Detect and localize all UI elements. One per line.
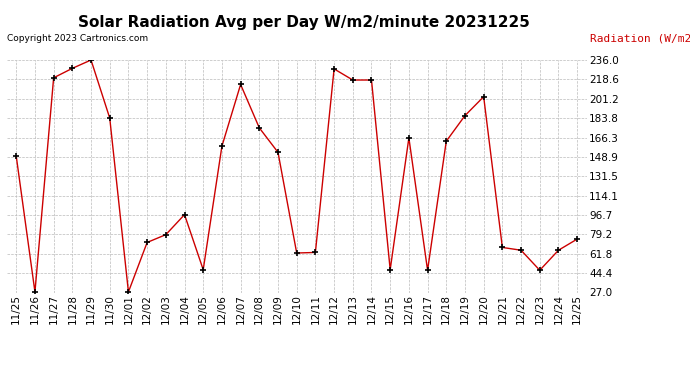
Text: Solar Radiation Avg per Day W/m2/minute 20231225: Solar Radiation Avg per Day W/m2/minute … [78,15,529,30]
Text: Copyright 2023 Cartronics.com: Copyright 2023 Cartronics.com [7,34,148,43]
Text: Radiation (W/m2/Minute): Radiation (W/m2/Minute) [590,34,690,44]
